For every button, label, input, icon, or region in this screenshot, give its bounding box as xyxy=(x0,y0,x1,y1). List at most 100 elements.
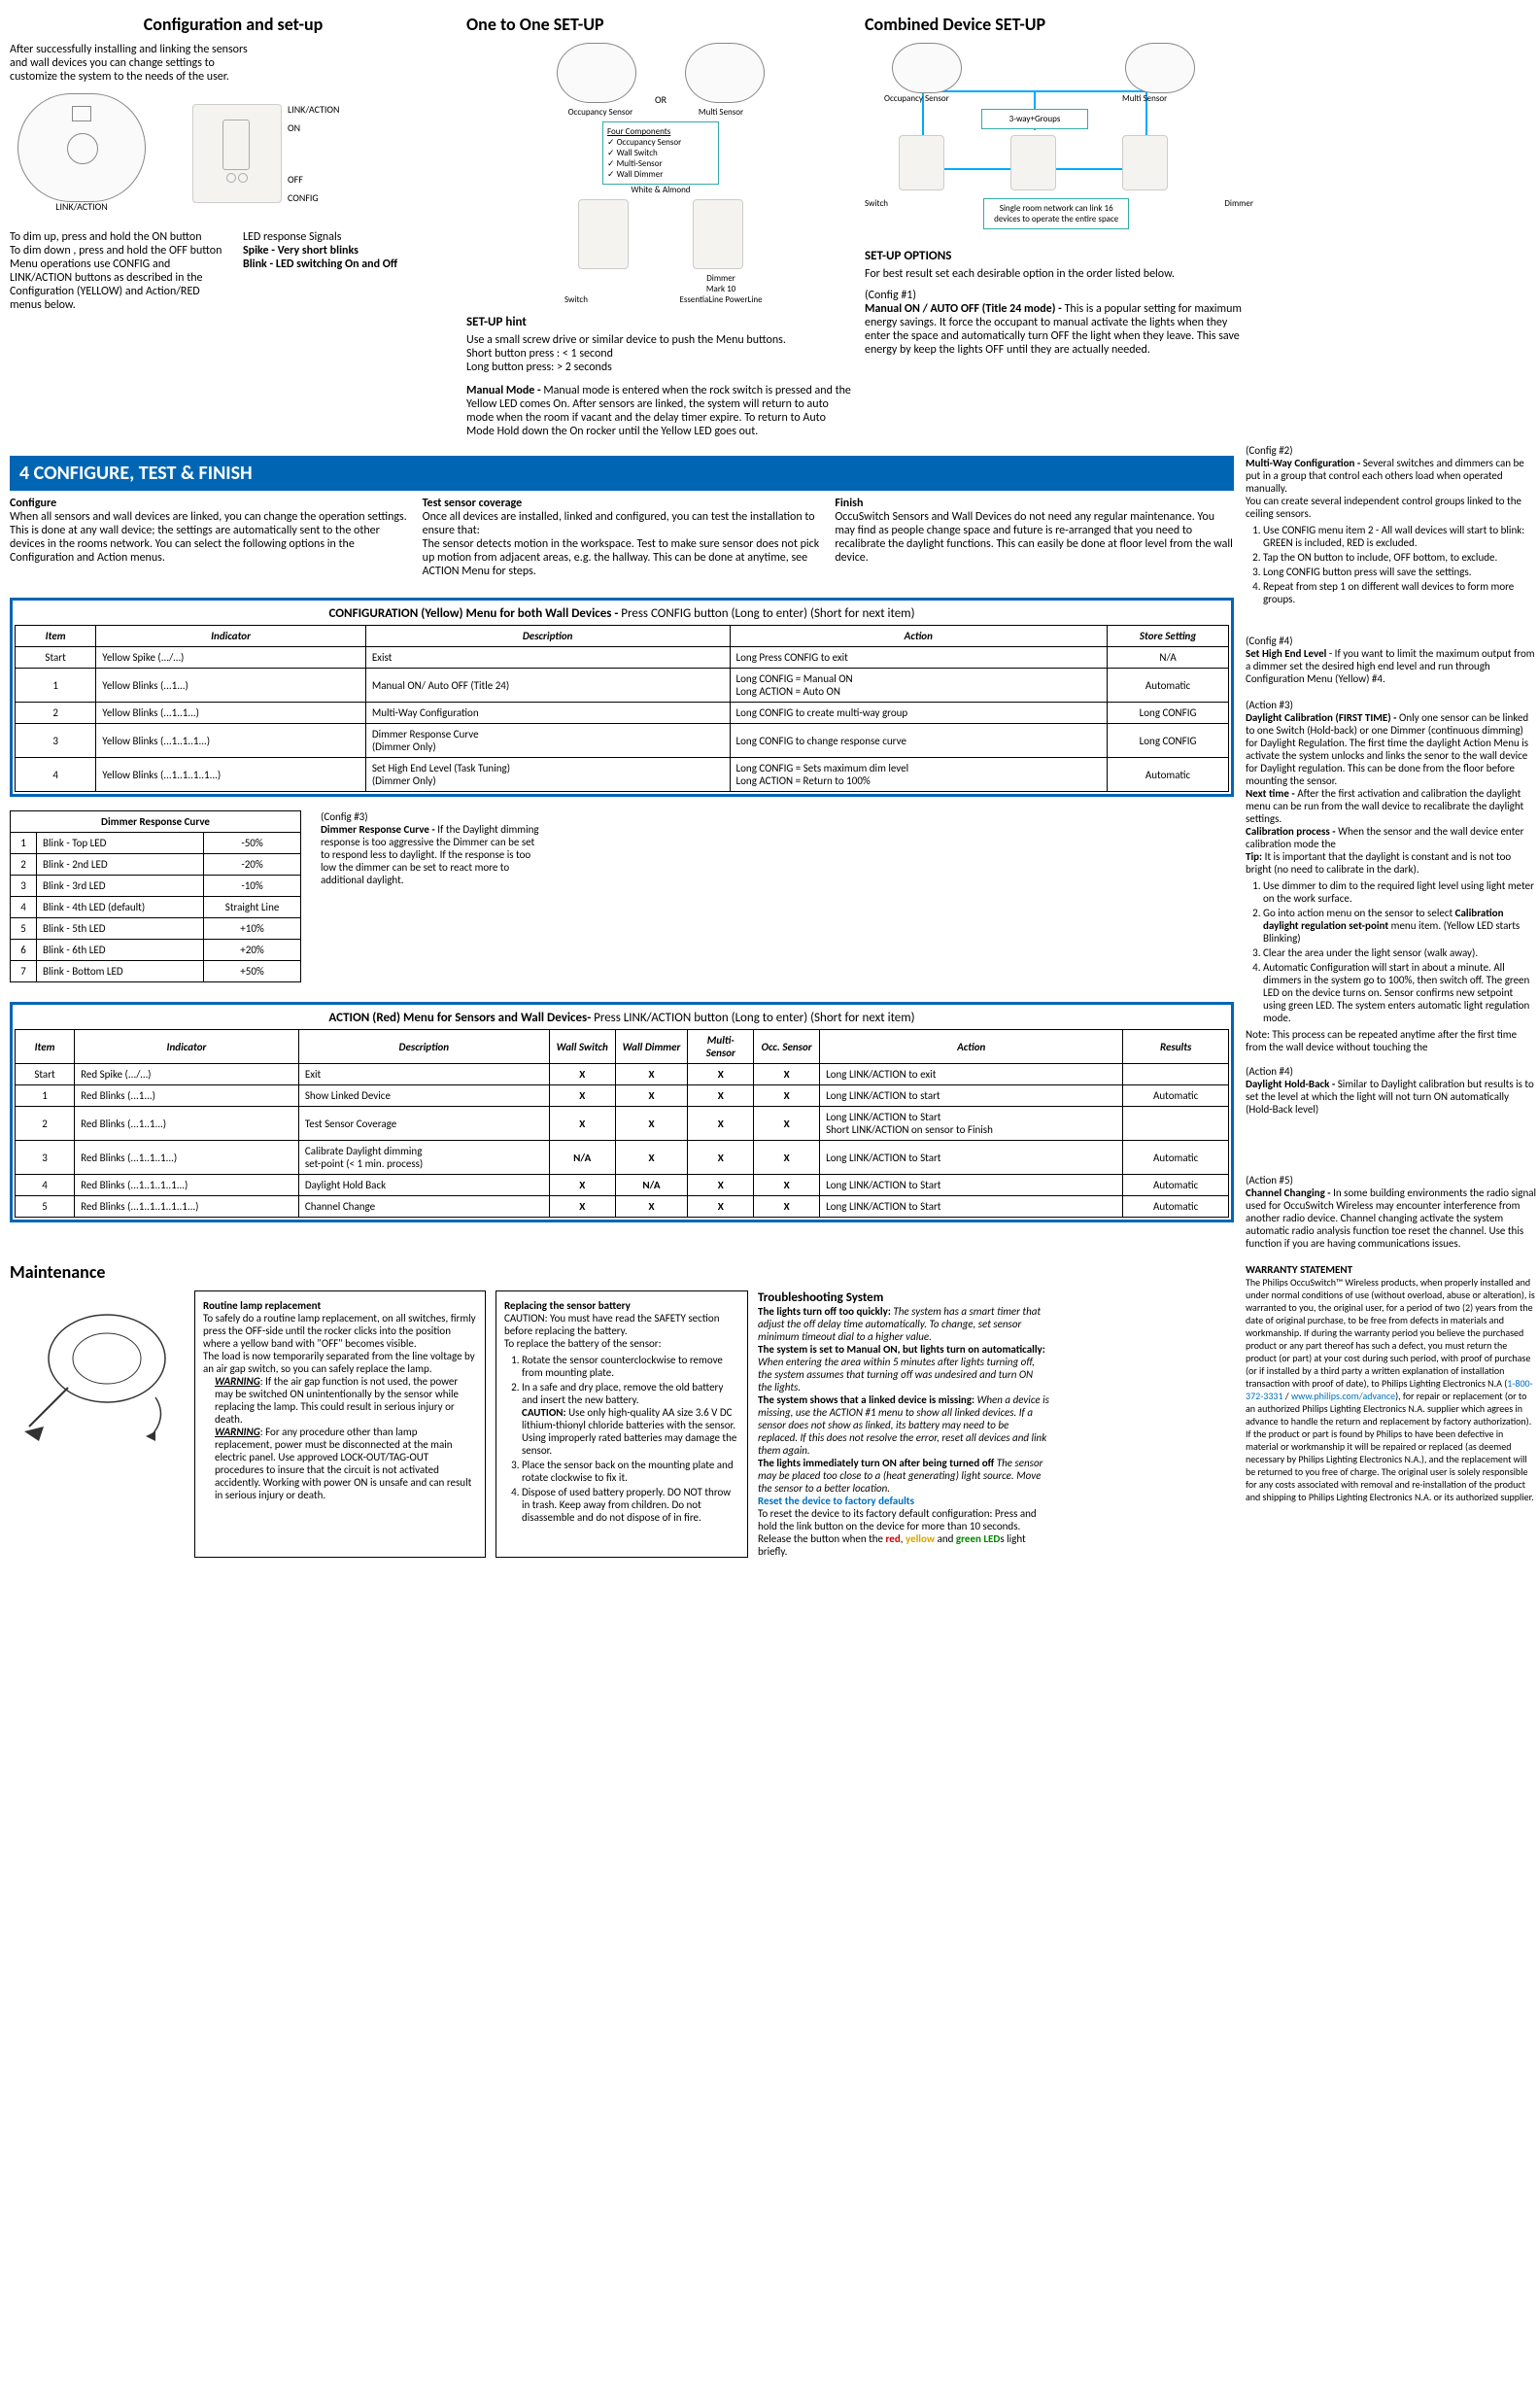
warranty-body: The Philips OccuSwitch™ Wireless product… xyxy=(1246,1276,1537,1503)
cfg1-tag: (Config #1) xyxy=(865,289,1253,302)
bc: CAUTION: You must have read the SAFETY s… xyxy=(504,1312,739,1337)
cfg-cell: Yellow Spike (.../…) xyxy=(96,647,366,669)
act4-title: Daylight Hold-Back - xyxy=(1246,1078,1335,1090)
table-row: 3Blink - 3rd LED-10% xyxy=(11,876,301,897)
action-cell: Long LINK/ACTION to Start xyxy=(820,1196,1123,1218)
action-cell: Long LINK/ACTION to Start Short LINK/ACT… xyxy=(820,1107,1123,1141)
cfg-cell: 4 xyxy=(16,758,96,792)
r2: The load is now temporarily separated fr… xyxy=(203,1350,477,1375)
cfg-col-body: When all sensors and wall devices are li… xyxy=(10,510,409,565)
dc-cell: Blink - 2nd LED xyxy=(37,854,204,876)
action-cell: X xyxy=(549,1064,615,1085)
dc-title: Dimmer Response Curve xyxy=(11,811,301,833)
t2b: When entering the area within 5 minutes … xyxy=(758,1356,1035,1393)
a3-1: Use dimmer to dim to the required light … xyxy=(1263,879,1537,905)
t4t: The lights immediately turn ON after bei… xyxy=(758,1457,994,1469)
b3: Place the sensor back on the mounting pl… xyxy=(522,1459,739,1484)
cfg-table: ItemIndicatorDescriptionActionStore Sett… xyxy=(15,625,1229,792)
table-row: StartYellow Spike (.../…)ExistLong Press… xyxy=(16,647,1229,669)
cfg-t-a: CONFIGURATION (Yellow) Menu for both Wal… xyxy=(328,606,621,621)
a3-4: Automatic Configuration will start in ab… xyxy=(1263,961,1537,1024)
one-to-one-section: One to One SET-UP OR Occupancy Sensor Mu… xyxy=(466,10,855,438)
led-title: LED response Signals xyxy=(243,230,457,244)
routine-box: Routine lamp replacement To safely do a … xyxy=(194,1290,486,1558)
action-cell: 1 xyxy=(16,1085,75,1107)
warranty-link[interactable]: www.philips.com/advance xyxy=(1291,1390,1395,1402)
led-spike: Spike - Very short blinks xyxy=(243,244,359,258)
dc-cell: -20% xyxy=(204,854,301,876)
four-comp-box: Four Components ✓ Occupancy Sensor ✓ Wal… xyxy=(602,121,719,185)
action-cell: Exit xyxy=(298,1064,549,1085)
one-title: One to One SET-UP xyxy=(466,14,855,35)
action-cell: 4 xyxy=(16,1175,75,1196)
act5-title: Channel Changing - xyxy=(1246,1187,1331,1199)
cfg2-1: Use CONFIG menu item 2 - All wall device… xyxy=(1263,524,1537,549)
action-cell: X xyxy=(615,1085,688,1107)
table-row: 1Yellow Blinks (...1...)Manual ON/ Auto … xyxy=(16,669,1229,703)
on-label: ON xyxy=(288,121,339,134)
cfg-cell: Multi-Way Configuration xyxy=(365,703,730,724)
setup-options: SET-UP OPTIONS xyxy=(865,249,1253,263)
cfg-header: Indicator xyxy=(96,626,366,647)
action-cell: X xyxy=(688,1085,754,1107)
cfg-col-title: Configure xyxy=(10,497,409,510)
dc-cell: 4 xyxy=(11,897,37,918)
fc2: Wall Switch xyxy=(617,148,658,158)
a3-3: Clear the area under the light sensor (w… xyxy=(1263,946,1537,959)
act3-ct: Calibration process - xyxy=(1246,825,1336,838)
bt: Replacing the sensor battery xyxy=(504,1299,739,1312)
table-row: 7Blink - Bottom LED+50% xyxy=(11,961,301,982)
config-intro: After successfully installing and linkin… xyxy=(10,43,256,84)
dim-text: To dim up, press and hold the ON button xyxy=(10,230,223,244)
cfg-cell: Long Press CONFIG to exit xyxy=(730,647,1108,669)
action-cell: X xyxy=(615,1064,688,1085)
action-cell: X xyxy=(688,1107,754,1141)
config-section: Configuration and set-up After successfu… xyxy=(10,10,457,438)
cfg-cell: Yellow Blinks (...1...) xyxy=(96,669,366,703)
action-cell: X xyxy=(549,1196,615,1218)
dimmer-icon xyxy=(693,199,743,269)
cfg-cell: Manual ON/ Auto OFF (Title 24) xyxy=(365,669,730,703)
action-cell: X xyxy=(754,1175,820,1196)
dc-cell: 5 xyxy=(11,918,37,940)
dc-cell: -10% xyxy=(204,876,301,897)
routine-title: Routine lamp replacement xyxy=(203,1299,477,1312)
dim-text3: Menu operations use CONFIG and LINK/ACTI… xyxy=(10,258,223,312)
table-row: 4Red Blinks (...1..1..1..1...)Daylight H… xyxy=(16,1175,1229,1196)
table-row: 3Red Blinks (...1..1..1...)Calibrate Day… xyxy=(16,1141,1229,1175)
dc-cell: 2 xyxy=(11,854,37,876)
action-header: Wall Switch xyxy=(549,1030,615,1064)
action-cell: Red Spike (.../…) xyxy=(75,1064,299,1085)
action-cell: Red Blinks (...1...) xyxy=(75,1085,299,1107)
finish-col-body: OccuSwitch Sensors and Wall Devices do n… xyxy=(835,510,1234,565)
section4-banner: 4 CONFIGURE, TEST & FINISH xyxy=(10,456,1234,491)
right-column: (Config #2) Multi-Way Configuration - Se… xyxy=(1246,444,1537,1558)
act4-tag: (Action #4) xyxy=(1246,1065,1537,1078)
hint-title: SET-UP hint xyxy=(466,315,855,329)
table-row: 4Yellow Blinks (...1..1..1..1...)Set Hig… xyxy=(16,758,1229,792)
c-switch: Switch xyxy=(865,198,888,229)
cfg-header: Action xyxy=(730,626,1108,647)
dimmer-labels: Dimmer Mark 10 EssentiaLine PowerLine xyxy=(663,273,779,305)
cfg-cell: Start xyxy=(16,647,96,669)
multi-sensor-icon xyxy=(685,43,765,103)
switch-icon xyxy=(578,199,629,269)
or-label: OR xyxy=(655,93,666,106)
fc3: Multi-Sensor xyxy=(617,158,663,169)
action-cell: Automatic xyxy=(1123,1085,1229,1107)
sixteen-box: Single room network can link 16 devices … xyxy=(983,198,1129,229)
battery-box: Replacing the sensor battery CAUTION: Yo… xyxy=(496,1290,748,1558)
action-cell: Test Sensor Coverage xyxy=(298,1107,549,1141)
t1t: The lights turn off too quickly: xyxy=(758,1305,891,1318)
action-cell: X xyxy=(549,1107,615,1141)
table-row: StartRed Spike (.../…)ExitXXXXLong LINK/… xyxy=(16,1064,1229,1085)
dc-cell: 7 xyxy=(11,961,37,982)
table-row: 5Blink - 5th LED+10% xyxy=(11,918,301,940)
action-cell: X xyxy=(688,1064,754,1085)
action-table: ItemIndicatorDescriptionWall SwitchWall … xyxy=(15,1029,1229,1218)
hint-2: Short button press : < 1 second xyxy=(466,347,855,361)
act-t-a: ACTION (Red) Menu for Sensors and Wall D… xyxy=(328,1011,594,1025)
action-cell: 5 xyxy=(16,1196,75,1218)
action-cell xyxy=(1123,1064,1229,1085)
action-header: Action xyxy=(820,1030,1123,1064)
